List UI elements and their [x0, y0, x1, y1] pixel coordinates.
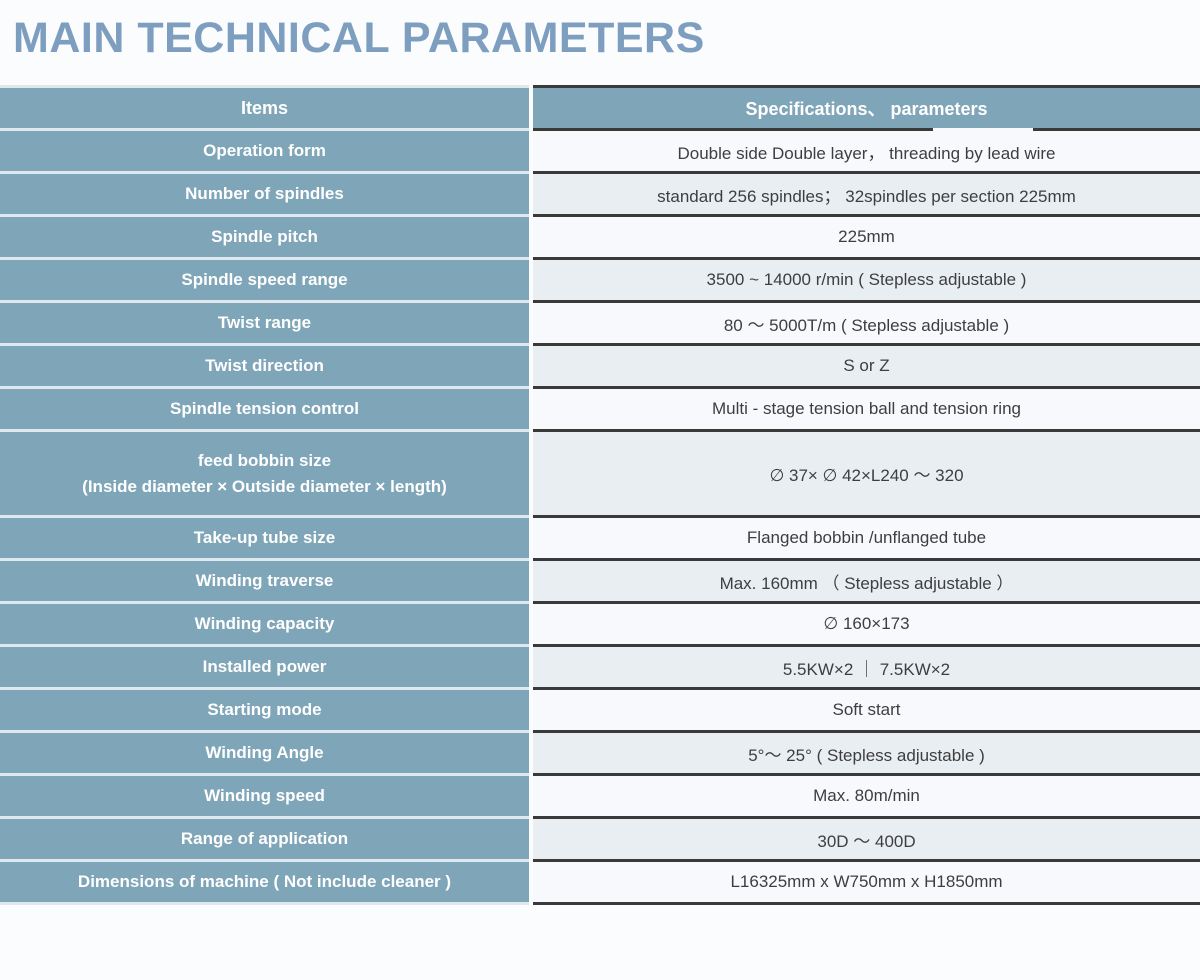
spec-value-winding-angle: 5°～ 25° ( Stepless adjustable ) [533, 730, 1200, 773]
spec-value-take-up-tube-size: Flanged bobbin /unflanged tube [533, 515, 1200, 558]
spec-value-spindle-tension-control: Multi - stage tension ball and tension r… [533, 386, 1200, 429]
spec-value-winding-traverse: Max. 160mm （ Stepless adjustable ） [533, 558, 1200, 601]
spec-value-spindle-speed-range: 3500 ~ 14000 r/min ( Stepless adjustable… [533, 257, 1200, 300]
specs-column: Specifications、 parameters Double side D… [533, 85, 1200, 905]
item-label-spindle-tension-control: Spindle tension control [0, 389, 529, 429]
item-label-winding-capacity: Winding capacity [0, 604, 529, 644]
item-label-feed-bobbin-size: feed bobbin size (Inside diameter × Outs… [0, 432, 529, 515]
spec-value-starting-mode: Soft start [533, 687, 1200, 730]
spec-value-range-of-application: 30D ～ 400D [533, 816, 1200, 859]
item-label-dimensions-of-machine: Dimensions of machine ( Not include clea… [0, 862, 529, 902]
item-label-spindle-pitch: Spindle pitch [0, 217, 529, 257]
spec-value-operation-form: Double side Double layer， threading by l… [533, 128, 1200, 171]
specs-column-header: Specifications、 parameters [533, 85, 1200, 131]
item-label-number-of-spindles: Number of spindles [0, 174, 529, 214]
spec-value-installed-power: 5.5KW×2 ｜ 7.5KW×2 [533, 644, 1200, 687]
item-label-twist-range: Twist range [0, 303, 529, 343]
page-title: MAIN TECHNICAL PARAMETERS [13, 14, 705, 62]
spec-value-feed-bobbin-size: ∅ 37× ∅ 42×L240 ～ 320 [533, 429, 1200, 515]
spec-value-number-of-spindles: standard 256 spindles； 32spindles per se… [533, 171, 1200, 214]
items-column: Items Operation form Number of spindles … [0, 85, 529, 905]
item-label-winding-traverse: Winding traverse [0, 561, 529, 601]
items-column-header: Items [0, 88, 529, 128]
item-label-twist-direction: Twist direction [0, 346, 529, 386]
spec-table: Items Operation form Number of spindles … [0, 85, 1200, 905]
item-label-winding-speed: Winding speed [0, 776, 529, 816]
spec-value-winding-capacity: ∅ 160×173 [533, 601, 1200, 644]
item-label-installed-power: Installed power [0, 647, 529, 687]
spec-value-dimensions-of-machine: L16325mm x W750mm x H1850mm [533, 859, 1200, 905]
item-label-winding-angle: Winding Angle [0, 733, 529, 773]
item-label-spindle-speed-range: Spindle speed range [0, 260, 529, 300]
spec-value-twist-direction: S or Z [533, 343, 1200, 386]
spec-value-twist-range: 80 ～ 5000T/m ( Stepless adjustable ) [533, 300, 1200, 343]
item-label-operation-form: Operation form [0, 131, 529, 171]
item-label-line-1: feed bobbin size [197, 451, 332, 470]
item-label-take-up-tube-size: Take-up tube size [0, 518, 529, 558]
item-label-line-2: (Inside diameter × Outside diameter × le… [82, 476, 447, 496]
spec-value-spindle-pitch: 225mm [533, 214, 1200, 257]
spec-value-winding-speed: Max. 80m/min [533, 773, 1200, 816]
item-label-starting-mode: Starting mode [0, 690, 529, 730]
item-label-range-of-application: Range of application [0, 819, 529, 859]
